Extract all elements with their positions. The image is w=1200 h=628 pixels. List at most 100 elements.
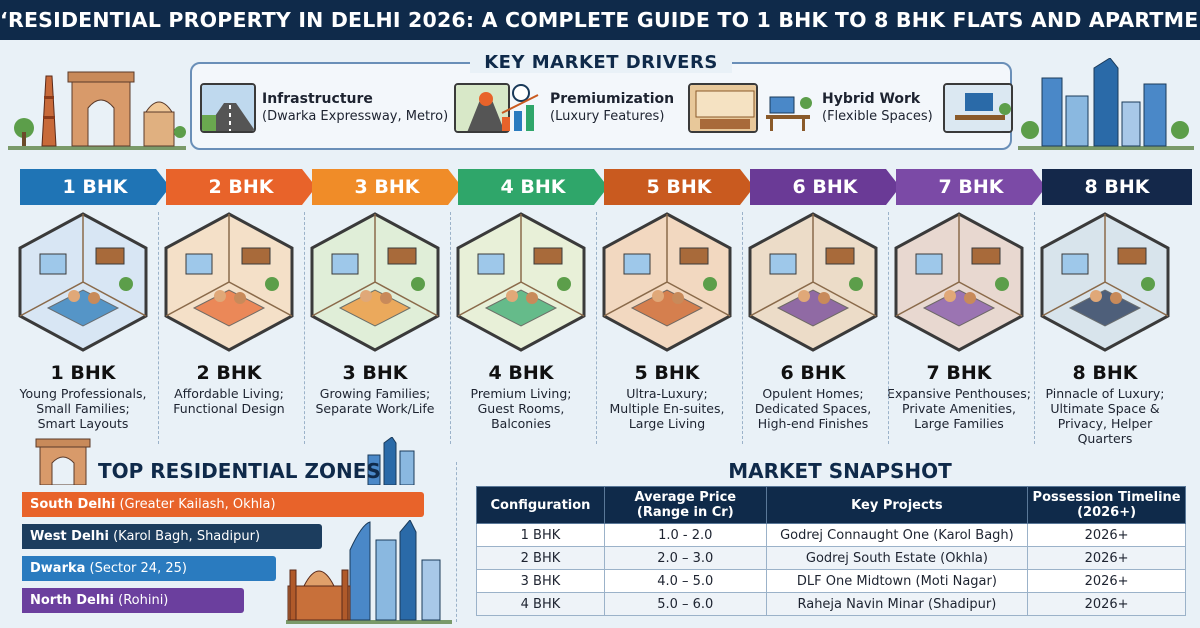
driver-hybrid-work-label: Hybrid Work bbox=[822, 91, 921, 107]
table-header-cell: Configuration bbox=[476, 486, 605, 524]
map-pin-road-illustration bbox=[454, 83, 511, 133]
delhi-landmarks-illustration bbox=[286, 520, 452, 624]
bhk-description-line: Private Amenities, bbox=[902, 401, 1016, 416]
column-divider bbox=[304, 212, 305, 444]
table-cell: 1.0 - 2.0 bbox=[603, 523, 767, 547]
zone-bar: Dwarka (Sector 24, 25) bbox=[22, 556, 276, 581]
arrow-4bhk-label: 4 BHK bbox=[500, 176, 566, 198]
table-cell: 2026+ bbox=[1027, 546, 1186, 570]
table-cell: Godrej South Estate (Okhla) bbox=[765, 546, 1029, 570]
table-header-cell: Key Projects bbox=[765, 486, 1029, 524]
arrow-1bhk: 1 BHK bbox=[20, 169, 170, 205]
table-cell: 4 BHK bbox=[476, 592, 605, 616]
table-row: 1 BHK 1.0 - 2.0 Godrej Connaught One (Karo… bbox=[476, 523, 1186, 547]
luxury-interior-illustration bbox=[688, 83, 759, 133]
section-divider bbox=[456, 462, 457, 622]
zone-detail: (Rohini) bbox=[114, 593, 169, 608]
bhk-description-line: Expansive Penthouses; bbox=[887, 386, 1031, 401]
table-header-text: Configuration bbox=[490, 497, 591, 513]
table-header-text: Average Price bbox=[634, 490, 737, 505]
bhk-description-line: Smart Layouts bbox=[37, 416, 129, 431]
bhk-label-2bhk: 2 BHK bbox=[196, 362, 262, 384]
zone-name: West Delhi bbox=[30, 529, 109, 544]
driver-infrastructure: Infrastructure (Dwarka Expressway, Metro… bbox=[200, 80, 516, 136]
bhk-description-line: Growing Families; bbox=[319, 386, 431, 401]
table-cell: 2026+ bbox=[1027, 592, 1186, 616]
table-header-text: Possession Timeline bbox=[1032, 490, 1181, 505]
market-snapshot-title: MARKET SNAPSHOT bbox=[728, 459, 952, 483]
arrow-8bhk-label: 8 BHK bbox=[1084, 176, 1150, 198]
bhk-description-line: Premium Living; bbox=[470, 386, 572, 401]
bhk-description-line: Dedicated Spaces, bbox=[754, 401, 872, 416]
bhk-label-3bhk: 3 BHK bbox=[342, 362, 408, 384]
bhk-label-4bhk: 4 BHK bbox=[488, 362, 554, 384]
key-market-drivers-title: KEY MARKET DRIVERS bbox=[470, 52, 732, 73]
room-illustration-7bhk bbox=[894, 212, 1024, 356]
bhk-label-7bhk: 7 BHK bbox=[926, 362, 992, 384]
bhk-description-line: Balconies bbox=[491, 416, 551, 431]
arrow-3bhk: 3 BHK bbox=[312, 169, 462, 205]
bhk-description-line: Affordable Living; bbox=[174, 386, 284, 401]
road-illustration bbox=[200, 83, 256, 133]
driver-hybrid-work-detail: (Flexible Spaces) bbox=[822, 109, 933, 124]
bhk-description-line: Large Living bbox=[628, 416, 706, 431]
driver-infrastructure-label: Infrastructure bbox=[262, 91, 373, 107]
table-cell: 2 BHK bbox=[476, 546, 605, 570]
bhk-description-line: Small Families; bbox=[36, 401, 130, 416]
driver-infrastructure-detail: (Dwarka Expressway, Metro) bbox=[262, 109, 449, 124]
bhk-description-line: Pinnacle of Luxury; bbox=[1045, 386, 1165, 401]
workspace-illustration bbox=[942, 83, 1013, 133]
table-header-text: Key Projects bbox=[851, 497, 943, 513]
column-divider bbox=[596, 212, 597, 444]
driver-premiumization-detail: (Luxury Features) bbox=[550, 109, 665, 124]
column-divider bbox=[158, 212, 159, 444]
table-cell: 2.0 – 3.0 bbox=[603, 546, 767, 570]
bhk-description-line: Privacy, Helper bbox=[1057, 416, 1153, 431]
market-snapshot-table: Configuration Average Price (Range in Cr) K… bbox=[476, 486, 1186, 616]
table-cell: 2026+ bbox=[1027, 569, 1186, 593]
bhk-description-1bhk: Young Professionals, Small Families; Smart… bbox=[10, 386, 156, 431]
table-header-text: (Range in Cr) bbox=[636, 505, 734, 520]
page-title: ‘RESIDENTIAL PROPERTY IN DELHI 2026: A C… bbox=[0, 0, 1200, 40]
arrow-6bhk-label: 6 BHK bbox=[792, 176, 858, 198]
bhk-description-3bhk: Growing Families; Separate Work/Life bbox=[302, 386, 448, 416]
bhk-description-line: Multiple En-suites, bbox=[609, 401, 725, 416]
table-cell: Godrej Connaught One (Karol Bagh) bbox=[765, 523, 1029, 547]
column-divider bbox=[742, 212, 743, 444]
arrow-3bhk-label: 3 BHK bbox=[354, 176, 420, 198]
table-header-row: Configuration Average Price (Range in Cr) K… bbox=[476, 486, 1186, 524]
room-illustration-2bhk bbox=[164, 212, 294, 356]
table-cell: 4.0 – 5.0 bbox=[603, 569, 767, 593]
driver-premiumization: Premiumization (Luxury Features) bbox=[498, 80, 764, 136]
zone-bar: South Delhi (Greater Kailash, Okhla) bbox=[22, 492, 424, 517]
zone-name: South Delhi bbox=[30, 497, 116, 512]
arrow-8bhk: 8 BHK bbox=[1042, 169, 1192, 205]
table-cell: 5.0 – 6.0 bbox=[603, 592, 767, 616]
key-market-drivers-panel bbox=[190, 62, 1012, 150]
home-office-icon bbox=[762, 83, 816, 133]
bhk-label-8bhk: 8 BHK bbox=[1072, 362, 1138, 384]
zone-detail: (Sector 24, 25) bbox=[85, 561, 187, 576]
delhi-monuments-illustration bbox=[8, 71, 186, 150]
zone-bar: West Delhi (Karol Bagh, Shadipur) bbox=[22, 524, 322, 549]
table-cell: 1 BHK bbox=[476, 523, 605, 547]
bhk-description-line: Guest Rooms, bbox=[477, 401, 565, 416]
bhk-description-4bhk: Premium Living; Guest Rooms, Balconies bbox=[448, 386, 594, 431]
arrow-7bhk: 7 BHK bbox=[896, 169, 1046, 205]
arrow-7bhk-label: 7 BHK bbox=[938, 176, 1004, 198]
driver-premiumization-label: Premiumization bbox=[550, 91, 675, 107]
bar-chart-growth-icon bbox=[498, 83, 544, 133]
zone-bar: North Delhi (Rohini) bbox=[22, 588, 244, 613]
table-header-cell: Average Price (Range in Cr) bbox=[603, 486, 767, 524]
room-illustration-6bhk bbox=[748, 212, 878, 356]
driver-hybrid-work: Hybrid Work (Flexible Spaces) bbox=[762, 80, 1019, 136]
table-cell: 3 BHK bbox=[476, 569, 605, 593]
city-towers-icon bbox=[367, 437, 415, 485]
bhk-description-line: Functional Design bbox=[173, 401, 285, 416]
bhk-description-7bhk: Expansive Penthouses; Private Amenities, L… bbox=[886, 386, 1032, 431]
arrow-4bhk: 4 BHK bbox=[458, 169, 608, 205]
india-gate-icon bbox=[35, 438, 91, 485]
city-skyline-illustration bbox=[1018, 58, 1194, 150]
room-illustration-1bhk bbox=[18, 212, 148, 356]
zone-detail: (Greater Kailash, Okhla) bbox=[115, 497, 276, 512]
